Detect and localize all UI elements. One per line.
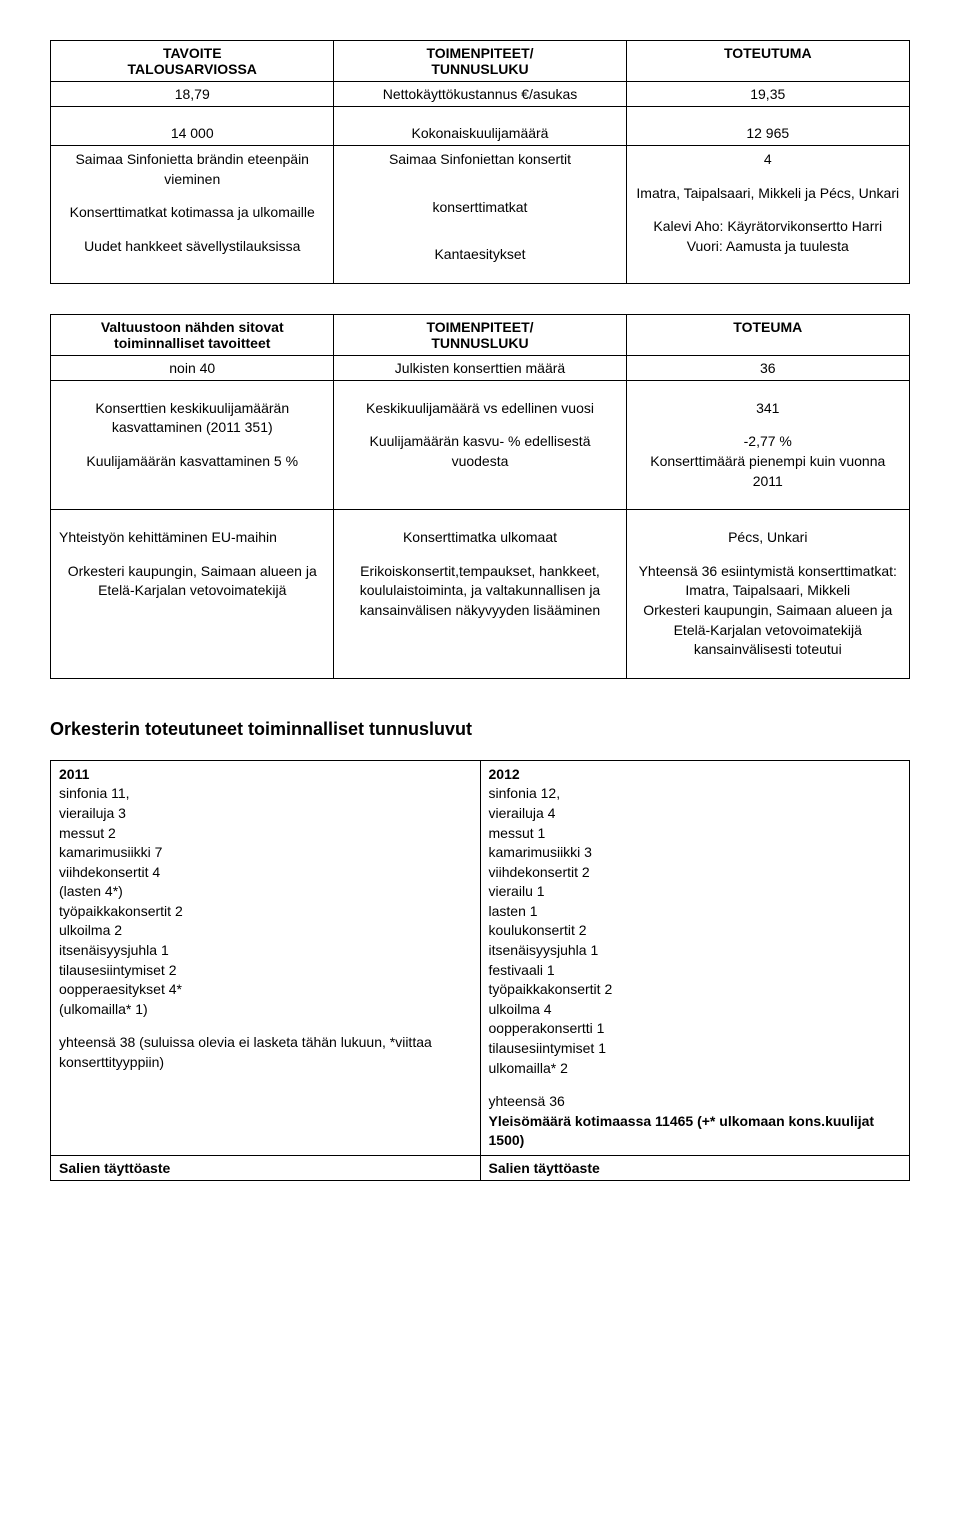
cell: 2011 sinfonia 11, vierailuja 3 messut 2 …: [51, 760, 481, 1155]
cell-text: Kuulijamäärän kasvattaminen 5 %: [59, 452, 325, 472]
cell: 341 -2,77 % Konserttimäärä pienempi kuin…: [626, 380, 909, 509]
year-header: 2011: [59, 765, 472, 785]
cell: Keskikuulijamäärä vs edellinen vuosi Kuu…: [334, 380, 626, 509]
header-cell: TOTEUTUMA: [626, 41, 909, 82]
table-2: Valtuustoon nähden sitovat toiminnallise…: [50, 314, 910, 679]
cell-text: konserttimatkat: [342, 198, 617, 218]
cell-text: Yhteensä 36 esiintymistä konserttimatkat…: [635, 562, 901, 660]
header-cell: TOIMENPITEET/ TUNNUSLUKU: [334, 41, 626, 82]
year-header: 2012: [489, 765, 902, 785]
cell: Julkisten konserttien määrä: [334, 355, 626, 380]
cell: Saimaa Sinfonietta brändin eteenpäin vie…: [51, 146, 334, 284]
table-row: 18,79 Nettokäyttökustannus €/asukas 19,3…: [51, 82, 910, 107]
cell-text: 14 000: [171, 125, 214, 141]
table-row: noin 40 Julkisten konserttien määrä 36: [51, 355, 910, 380]
cell: 14 000: [51, 107, 334, 146]
footer-text: yhteensä 36: [489, 1092, 902, 1112]
cell-text: Konserttien keskikuulijamäärän kasvattam…: [59, 399, 325, 438]
header-cell: TAVOITE TALOUSARVIOSSA: [51, 41, 334, 82]
table-row: Konserttien keskikuulijamäärän kasvattam…: [51, 380, 910, 509]
cell: noin 40: [51, 355, 334, 380]
cell-text: 341: [635, 399, 901, 419]
cell: Pécs, Unkari Yhteensä 36 esiintymistä ko…: [626, 510, 909, 679]
cell-text: Pécs, Unkari: [635, 528, 901, 548]
list-text: sinfonia 11, vierailuja 3 messut 2 kamar…: [59, 784, 472, 1019]
cell: 18,79: [51, 82, 334, 107]
cell: Konserttimatka ulkomaat Erikoiskonsertit…: [334, 510, 626, 679]
cell-text: Kuulijamäärän kasvu- % edellisestä vuode…: [342, 432, 617, 471]
table-row: Yhteistyön kehittäminen EU-maihin Orkest…: [51, 510, 910, 679]
list-text: sinfonia 12, vierailuja 4 messut 1 kamar…: [489, 784, 902, 1078]
table-row: Salien täyttöaste Salien täyttöaste: [51, 1156, 910, 1181]
table-row: Saimaa Sinfonietta brändin eteenpäin vie…: [51, 146, 910, 284]
header-cell: TOTEUMA: [626, 314, 909, 355]
table-row: Valtuustoon nähden sitovat toiminnallise…: [51, 314, 910, 355]
cell: Salien täyttöaste: [480, 1156, 910, 1181]
cell: 19,35: [626, 82, 909, 107]
cell: Saimaa Sinfoniettan konsertit konserttim…: [334, 146, 626, 284]
cell: 12 965: [626, 107, 909, 146]
header-cell: TOIMENPITEET/ TUNNUSLUKU: [334, 314, 626, 355]
cell-text: Erikoiskonsertit,tempaukset, hankkeet, k…: [342, 562, 617, 621]
cell-text: Kantaesitykset: [342, 245, 617, 265]
table-3: 2011 sinfonia 11, vierailuja 3 messut 2 …: [50, 760, 910, 1181]
section-title: Orkesterin toteutuneet toiminnalliset tu…: [50, 719, 910, 740]
cell: Kokonaiskuulijamäärä: [334, 107, 626, 146]
cell-text: 4: [635, 150, 901, 170]
cell-text: Konserttimatkat kotimassa ja ulkomaille: [59, 203, 325, 223]
cell-text: Saimaa Sinfonietta brändin eteenpäin vie…: [59, 150, 325, 189]
cell: 2012 sinfonia 12, vierailuja 4 messut 1 …: [480, 760, 910, 1155]
cell: 4 Imatra, Taipalsaari, Mikkeli ja Pécs, …: [626, 146, 909, 284]
cell: Nettokäyttökustannus €/asukas: [334, 82, 626, 107]
cell-text: 12 965: [746, 125, 789, 141]
cell: 36: [626, 355, 909, 380]
table-1: TAVOITE TALOUSARVIOSSA TOIMENPITEET/ TUN…: [50, 40, 910, 284]
footer-text: yhteensä 38 (suluissa olevia ei lasketa …: [59, 1033, 472, 1072]
table-row: 2011 sinfonia 11, vierailuja 3 messut 2 …: [51, 760, 910, 1155]
cell-text: Konserttimatka ulkomaat: [342, 528, 617, 548]
table-row: 14 000 Kokonaiskuulijamäärä 12 965: [51, 107, 910, 146]
cell-text: Imatra, Taipalsaari, Mikkeli ja Pécs, Un…: [635, 184, 901, 204]
cell-text: Saimaa Sinfoniettan konsertit: [342, 150, 617, 170]
cell-text: Kalevi Aho: Käyrätorvikonsertto Harri Vu…: [635, 217, 901, 256]
cell-text: Yhteistyön kehittäminen EU-maihin: [59, 528, 325, 548]
cell: Salien täyttöaste: [51, 1156, 481, 1181]
footer-text-bold: Yleisömäärä kotimaassa 11465 (+* ulkomaa…: [489, 1112, 902, 1151]
cell: Konserttien keskikuulijamäärän kasvattam…: [51, 380, 334, 509]
table-row: TAVOITE TALOUSARVIOSSA TOIMENPITEET/ TUN…: [51, 41, 910, 82]
cell-text: Orkesteri kaupungin, Saimaan alueen ja E…: [59, 562, 325, 601]
cell-text: Uudet hankkeet sävellystilauksissa: [59, 237, 325, 257]
cell: Yhteistyön kehittäminen EU-maihin Orkest…: [51, 510, 334, 679]
cell-text: Kokonaiskuulijamäärä: [412, 125, 549, 141]
cell-text: -2,77 % Konserttimäärä pienempi kuin vuo…: [635, 432, 901, 491]
cell-text: Keskikuulijamäärä vs edellinen vuosi: [342, 399, 617, 419]
header-cell: Valtuustoon nähden sitovat toiminnallise…: [51, 314, 334, 355]
